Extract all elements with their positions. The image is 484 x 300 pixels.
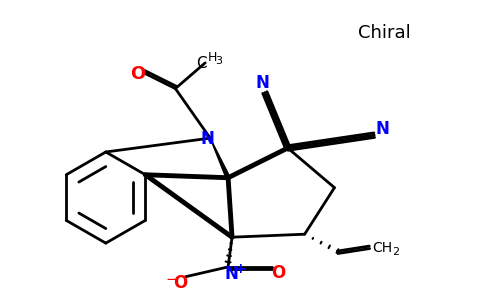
Text: −: − <box>165 272 178 287</box>
Polygon shape <box>210 138 230 178</box>
Text: 2: 2 <box>393 247 400 257</box>
Text: CH: CH <box>372 241 392 255</box>
Text: H: H <box>208 51 217 64</box>
Text: N: N <box>256 74 270 92</box>
Text: +: + <box>234 262 246 276</box>
Text: N: N <box>200 130 214 148</box>
Text: O: O <box>130 65 145 83</box>
Text: N: N <box>375 120 389 138</box>
Text: N: N <box>224 265 238 283</box>
Text: Chiral: Chiral <box>358 24 410 42</box>
Text: 3: 3 <box>216 56 223 66</box>
Text: O: O <box>173 274 187 292</box>
Text: C: C <box>196 56 207 71</box>
Text: O: O <box>271 264 285 282</box>
